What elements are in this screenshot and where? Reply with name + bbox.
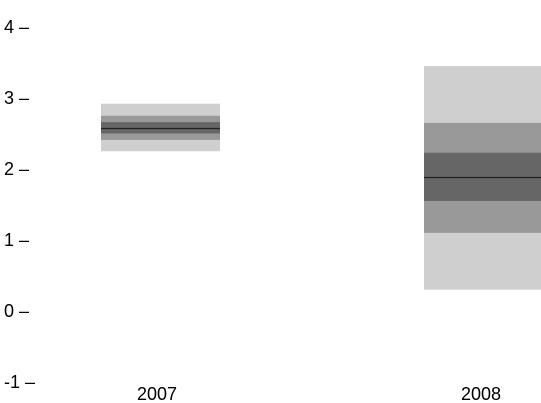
- y-tick-label-2: 2 –: [4, 159, 29, 179]
- y-axis: 4 – 3 – 2 – 1 – 0 – -1 –: [4, 17, 35, 392]
- x-axis: 2007 2008: [137, 384, 501, 403]
- x-tick-label-2008: 2008: [461, 384, 501, 403]
- fan-band-2008-3: [424, 152, 541, 201]
- y-tick-label-neg1: -1 –: [4, 372, 35, 392]
- plot-area: [101, 66, 541, 290]
- y-tick-label-0: 0 –: [4, 301, 29, 321]
- y-tick-label-1: 1 –: [4, 230, 29, 250]
- y-tick-label-4: 4 –: [4, 17, 29, 37]
- y-tick-label-3: 3 –: [4, 88, 29, 108]
- fan-band-2007-3: [101, 122, 220, 134]
- x-tick-label-2007: 2007: [137, 384, 177, 403]
